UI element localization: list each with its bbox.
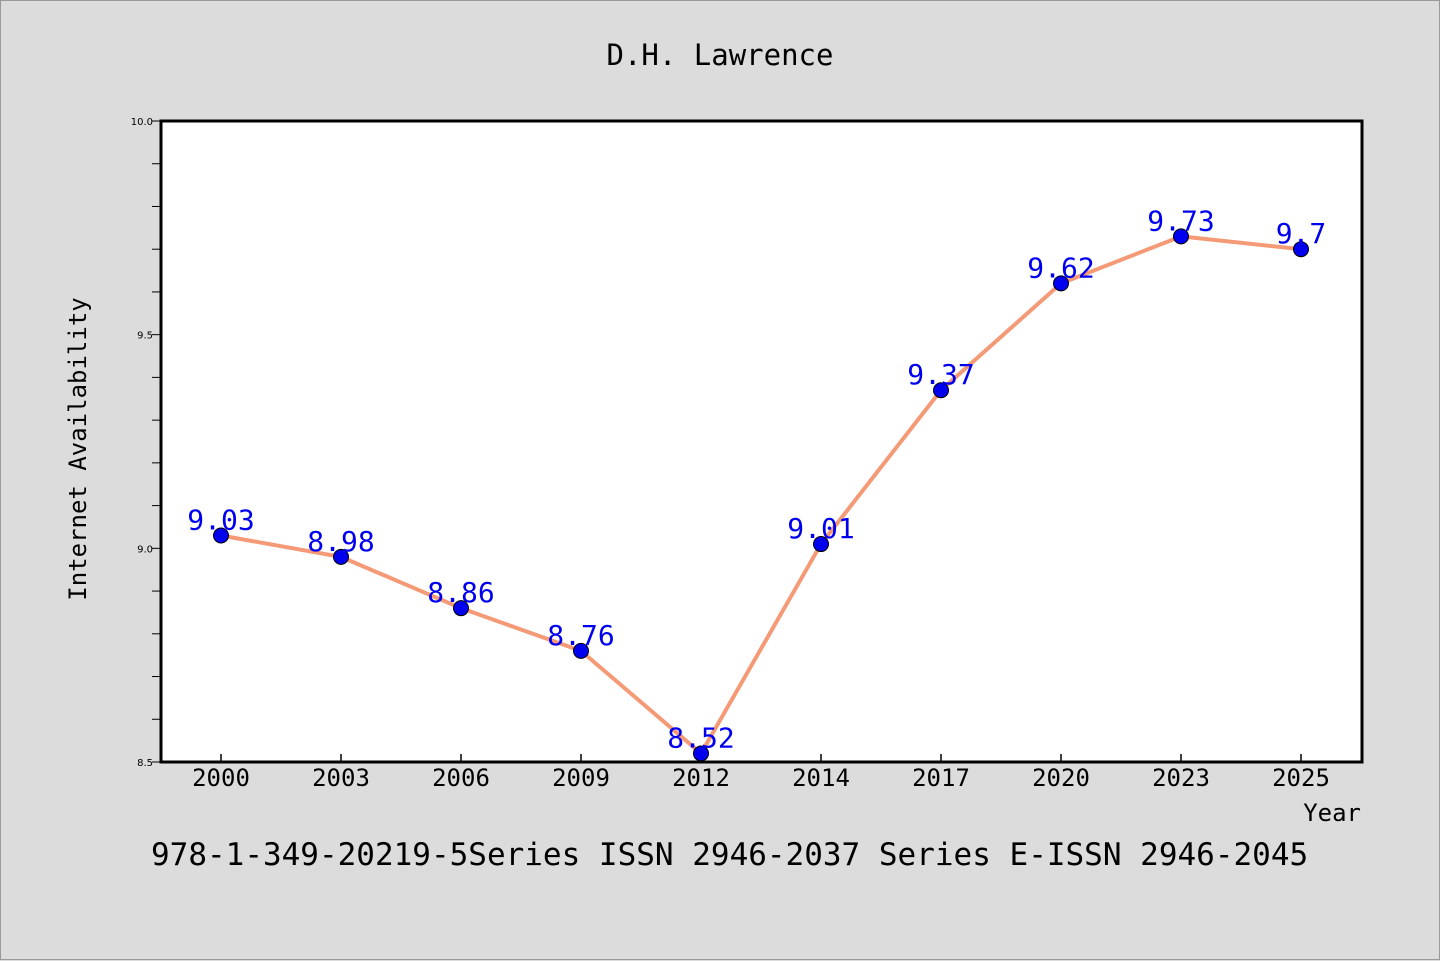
- data-point: [693, 745, 709, 762]
- data-point: [1173, 228, 1189, 245]
- data-label: 8.52: [667, 721, 734, 754]
- data-label: 9.62: [1027, 251, 1094, 284]
- data-point: [453, 600, 469, 617]
- y-axis-label: Internet Availability: [64, 297, 92, 600]
- data-label: 9.7: [1276, 217, 1327, 250]
- x-tick-label: 2023: [1152, 764, 1210, 792]
- data-point: [1053, 275, 1069, 292]
- x-tick-label: 2014: [792, 764, 850, 792]
- data-label: 8.98: [307, 525, 374, 558]
- data-point: [573, 642, 589, 659]
- x-tick-label: 2012: [672, 764, 730, 792]
- data-labels: 9.03 8.98 8.86 8.76 8.52 9.01 9.37 9.62 9.73 9.7: [187, 204, 1326, 754]
- data-label: 8.86: [427, 576, 494, 609]
- y-tick-label: 8.5: [137, 758, 153, 769]
- y-tick-label: 9.0: [137, 544, 153, 555]
- data-point: [1293, 241, 1309, 258]
- x-tick-label: 2025: [1272, 764, 1330, 792]
- chart-title: D.H. Lawrence: [607, 38, 834, 72]
- data-label: 9.37: [907, 358, 974, 391]
- data-label: 9.03: [187, 504, 254, 537]
- x-tick-label: 2017: [912, 764, 970, 792]
- x-tick-label: 2020: [1032, 764, 1090, 792]
- data-point: [213, 527, 229, 544]
- data-label: 9.01: [787, 512, 854, 545]
- data-point: [813, 536, 829, 553]
- x-axis: 2000 2003 2006 2009 2012 2014 2017 2020 2023 2025: [192, 754, 1330, 792]
- x-tick-label: 2009: [552, 764, 610, 792]
- data-label: 9.73: [1147, 204, 1214, 237]
- y-tick-label: 10.0: [131, 117, 153, 128]
- footer-text: 978-1-349-20219-5Series ISSN 2946-2037 S…: [151, 837, 1308, 873]
- x-axis-label: Year: [1303, 799, 1361, 827]
- x-tick-label: 2006: [432, 764, 490, 792]
- y-axis: 8.5 9.0 9.5 10.0: [131, 117, 161, 769]
- data-markers: [213, 228, 1309, 762]
- data-label: 8.76: [547, 619, 614, 652]
- x-tick-label: 2003: [312, 764, 370, 792]
- x-tick-label: 2000: [192, 764, 250, 792]
- series-line: [220, 234, 1302, 756]
- data-point: [933, 382, 949, 399]
- y-tick-label: 9.5: [137, 331, 153, 342]
- data-point: [333, 548, 349, 565]
- plot-area: [159, 119, 1364, 764]
